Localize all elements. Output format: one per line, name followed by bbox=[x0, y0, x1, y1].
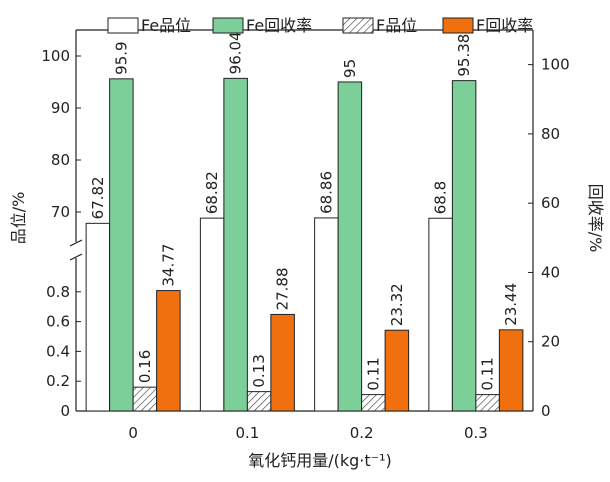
y-right-tick-label-20: 20 bbox=[541, 333, 560, 351]
y-left-tick-label-0.6: 0.6 bbox=[46, 313, 70, 331]
data-label-F品位-0.1: 0.13 bbox=[250, 354, 268, 387]
bar-Fe品位-0 bbox=[85, 222, 111, 412]
y-left-tick-label-0.2: 0.2 bbox=[46, 372, 70, 390]
y-left-tick-label-0.8: 0.8 bbox=[46, 283, 70, 301]
x-tick-label-0.2: 0.2 bbox=[350, 424, 374, 442]
data-label-F回收率-0.2: 23.32 bbox=[388, 283, 406, 326]
data-label-Fe回收率-0: 95.9 bbox=[112, 41, 130, 74]
axis-break-mark-upper bbox=[69, 239, 83, 247]
bar-F品位-0.3 bbox=[475, 394, 500, 412]
data-label-F回收率-0.3: 23.44 bbox=[502, 283, 520, 326]
legend-label-Fe回收率: Fe回收率 bbox=[246, 16, 312, 35]
data-label-Fe品位-0: 67.82 bbox=[89, 176, 107, 219]
x-tick-label-0.1: 0.1 bbox=[235, 424, 259, 442]
data-label-F品位-0.3: 0.11 bbox=[479, 357, 497, 390]
y-left-tick-label-90: 90 bbox=[51, 99, 70, 117]
y-right-tick-label-40: 40 bbox=[541, 263, 560, 281]
value-labels-layer: 67.82 95.9 0.16 34.77 68.82 96.04 0.13 27.88 68.… bbox=[89, 31, 520, 390]
bar-Fe回收率-0.1 bbox=[223, 77, 248, 412]
axis-break-mark-lower bbox=[69, 253, 83, 261]
data-label-F回收率-0.1: 27.88 bbox=[274, 267, 292, 310]
y-right-tick-label-100: 100 bbox=[541, 56, 570, 74]
y-right-tick-label-0: 0 bbox=[541, 402, 551, 420]
bar-Fe回收率-0 bbox=[109, 78, 134, 412]
bar-Fe品位-0.3 bbox=[428, 217, 453, 412]
legend-label-F回收率: F回收率 bbox=[476, 16, 533, 35]
y-left-tick-label-0: 0 bbox=[60, 402, 70, 420]
bar-F品位-0.1 bbox=[246, 391, 272, 412]
x-tick-label-0.3: 0.3 bbox=[464, 424, 488, 442]
bar-F回收率-0.3 bbox=[498, 329, 524, 412]
data-label-Fe品位-0.3: 68.8 bbox=[432, 181, 450, 214]
y-left-tick-label-0.4: 0.4 bbox=[46, 342, 70, 360]
data-label-Fe品位-0.2: 68.86 bbox=[317, 171, 335, 214]
y-left-tick-label-100: 100 bbox=[41, 47, 70, 65]
y-axis-left-title: 品位/% bbox=[9, 192, 28, 245]
y-right-tick-label-80: 80 bbox=[541, 125, 560, 143]
bar-F品位-0 bbox=[132, 386, 158, 412]
bar-Fe品位-0.2 bbox=[314, 217, 339, 412]
data-label-F品位-0: 0.16 bbox=[136, 350, 154, 383]
bar-F回收率-0.2 bbox=[384, 329, 410, 412]
y-right-tick-label-60: 60 bbox=[541, 194, 560, 212]
bar-Fe回收率-0.3 bbox=[451, 80, 477, 412]
legend-label-Fe品位: Fe品位 bbox=[141, 16, 191, 35]
bar-F回收率-0 bbox=[156, 290, 181, 412]
axes-layer: 0 0.1 0.2 0.3 0 0.2 0.4 0.6 0.8 70 80 90 100 0 20 40 60 8… bbox=[41, 47, 569, 442]
legend-swatch-Fe品位 bbox=[107, 17, 139, 34]
bar-F品位-0.2 bbox=[361, 394, 386, 412]
data-label-F品位-0.2: 0.11 bbox=[364, 357, 382, 390]
bar-Fe品位-0.1 bbox=[199, 217, 225, 412]
x-tick-label-0: 0 bbox=[128, 424, 138, 442]
x-axis-title: 氧化钙用量/(kg·t⁻¹) bbox=[248, 451, 392, 470]
legend-label-F品位: F品位 bbox=[376, 16, 417, 35]
bar-F回收率-0.1 bbox=[270, 313, 295, 412]
data-label-Fe回收率-0.3: 95.38 bbox=[455, 34, 473, 77]
legend-swatch-Fe回收率 bbox=[212, 17, 244, 34]
data-label-Fe品位-0.1: 68.82 bbox=[203, 171, 221, 214]
data-label-F回收率-0: 34.77 bbox=[159, 244, 177, 287]
data-label-Fe回收率-0.1: 96.04 bbox=[227, 31, 245, 74]
y-left-tick-label-70: 70 bbox=[51, 203, 70, 221]
y-left-tick-label-80: 80 bbox=[51, 151, 70, 169]
legend-swatch-F品位 bbox=[342, 17, 374, 34]
bar-Fe回收率-0.2 bbox=[337, 81, 363, 412]
bars-layer bbox=[85, 77, 524, 412]
y-axis-right-title: 回收率/% bbox=[586, 184, 605, 253]
data-label-Fe回收率-0.2: 95 bbox=[341, 59, 359, 78]
legend: Fe品位 Fe回收率 F品位 F回收率 bbox=[107, 16, 533, 35]
legend-swatch-F回收率 bbox=[442, 17, 474, 34]
